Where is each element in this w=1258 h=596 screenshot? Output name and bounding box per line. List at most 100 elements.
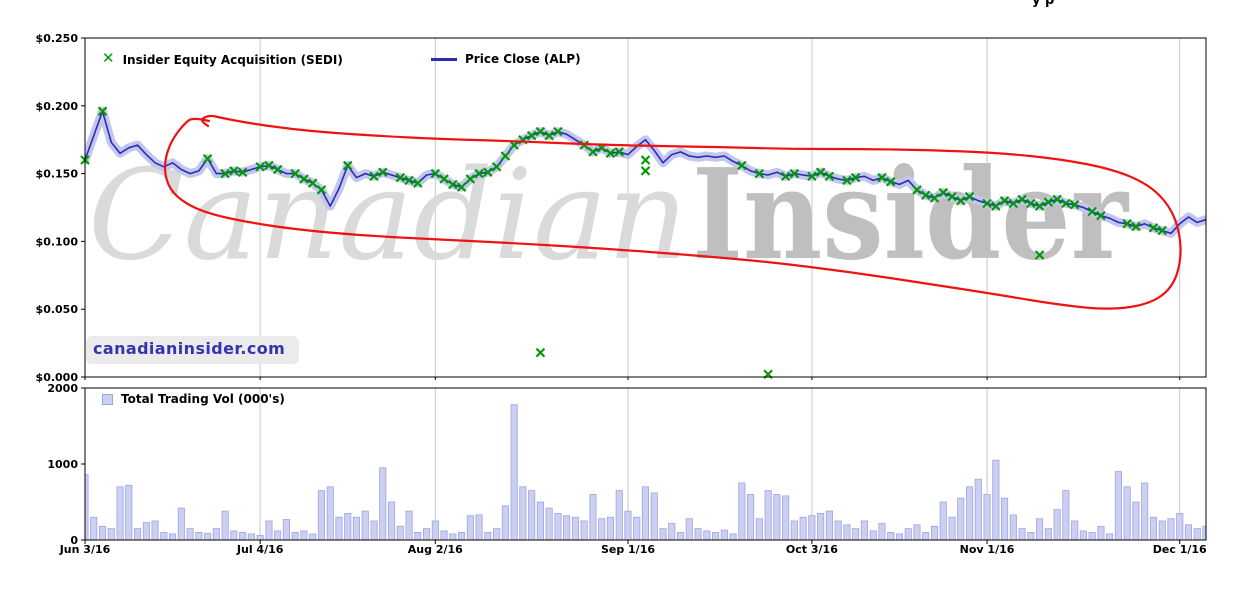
volume-bar: [729, 533, 737, 540]
volume-bar: [887, 532, 895, 540]
volume-bar: [677, 532, 685, 540]
volume-bar: [361, 510, 369, 540]
volume-bar: [834, 520, 842, 540]
insider-acquisition-marker: [912, 185, 922, 195]
price-axis-label: $0.000: [36, 371, 79, 384]
volume-bar: [860, 520, 868, 540]
volume-bar: [151, 520, 159, 540]
insider-acquisition-marker: [465, 174, 476, 184]
volume-bar: [720, 529, 728, 540]
volume-bar: [1097, 525, 1105, 540]
volume-bar: [764, 490, 772, 540]
volume-bar: [606, 516, 614, 540]
date-axis-label: Aug 2/16: [408, 543, 463, 556]
insider-acquisition-marker: [395, 172, 406, 183]
insider-acquisition-marker: [588, 147, 598, 157]
volume-bar: [668, 522, 676, 540]
insider-acquisition-marker: [299, 174, 309, 184]
price-line-group: [85, 106, 1206, 238]
volume-bar: [1114, 471, 1123, 540]
price-axis-label: $0.100: [36, 235, 79, 248]
volume-bar: [291, 532, 299, 540]
volume-bar: [1001, 497, 1009, 540]
insider-acquisition-marker: [491, 162, 502, 172]
price-axis-label: $0.200: [36, 100, 79, 113]
insider-acquisition-marker: [938, 187, 949, 198]
volume-legend-label: Total Trading Vol (000's): [121, 392, 285, 406]
insider-acquisition-marker: [1008, 198, 1019, 209]
volume-bar: [379, 467, 387, 540]
volume-bar: [1184, 524, 1193, 540]
volume-bar: [992, 459, 1000, 540]
insider-acquisition-marker: [456, 182, 467, 192]
volume-bar: [1044, 528, 1052, 540]
volume-bar: [633, 516, 641, 540]
insider-acquisition-marker: [544, 130, 554, 141]
volume-bar: [501, 505, 509, 540]
volume-bar: [239, 532, 247, 540]
volume-bar: [466, 515, 474, 540]
price-close-line-icon: [431, 57, 457, 61]
insider-acquisition-marker: [526, 130, 537, 141]
volume-bar: [1167, 518, 1175, 540]
volume-bar: [457, 532, 466, 540]
volume-bar: [300, 530, 308, 540]
volume-bar: [528, 490, 536, 540]
insider-acquisition-marker: [448, 179, 458, 190]
volume-bar: [309, 533, 317, 540]
volume-bar: [694, 528, 702, 540]
volume-bar: [431, 520, 439, 540]
volume-bar: [589, 493, 597, 540]
volume-bar: [160, 532, 168, 540]
insider-acquisition-marker: [1043, 197, 1054, 207]
volume-bar: [1053, 509, 1061, 540]
date-axis-label: Dec 1/16: [1153, 543, 1207, 556]
volume-bar: [396, 525, 404, 540]
insider-acquisition-marker: [404, 175, 414, 186]
volume-bar: [195, 532, 203, 540]
volume-bar: [99, 525, 107, 540]
volume-bar: [387, 501, 396, 540]
volume-bar: [825, 510, 833, 540]
volume-bar: [939, 501, 947, 540]
volume-bar: [738, 482, 746, 540]
volume-bar: [852, 528, 860, 540]
insider-acquisition-marker: [885, 176, 896, 187]
volume-bar: [782, 495, 790, 540]
insider-acquisition-marker: [737, 160, 747, 171]
volume-bar: [212, 528, 220, 540]
volume-bar: [747, 493, 755, 540]
volume-bar: [204, 532, 212, 540]
insider-acquisition-marker: [1026, 198, 1036, 209]
clipped-header-text: y p: [1032, 0, 1142, 7]
insider-acquisition-marker: [1061, 198, 1071, 209]
volume-bar: [1158, 520, 1166, 540]
insider-acquisition-marker: [754, 168, 765, 179]
volume-bar: [1027, 532, 1035, 540]
insider-acquisition-marker: [982, 198, 992, 209]
volume-bar: [326, 486, 334, 540]
insider-acquisition-marker: [483, 167, 493, 177]
volume-bars-group: [85, 404, 1206, 540]
insider-acquisition-marker: [342, 160, 353, 171]
volume-bar: [475, 514, 483, 540]
insider-acquisition-marker: [535, 126, 546, 137]
volume-bar: [843, 524, 851, 540]
insider-acquisition-marker: [605, 148, 616, 159]
volume-bar: [440, 530, 448, 540]
insider-acquisition-marker: [1034, 201, 1045, 211]
volume-bar: [90, 516, 98, 540]
volume-bar: [1149, 516, 1158, 540]
volume-bar: [554, 513, 562, 540]
volume-bar: [1193, 528, 1201, 540]
date-axis-label: Oct 3/16: [786, 543, 838, 556]
insider-acquisition-marker: [237, 167, 248, 177]
insider-acquisition-marker: [964, 191, 975, 202]
insider-acquisition-marker: [430, 168, 441, 179]
insider-acquisition-marker: [553, 126, 563, 137]
volume-axis-label: 0: [70, 534, 78, 547]
volume-bar: [536, 501, 544, 540]
volume-bar: [510, 404, 518, 540]
volume-bar: [571, 516, 579, 540]
insider-acquisition-marker: [474, 168, 484, 179]
